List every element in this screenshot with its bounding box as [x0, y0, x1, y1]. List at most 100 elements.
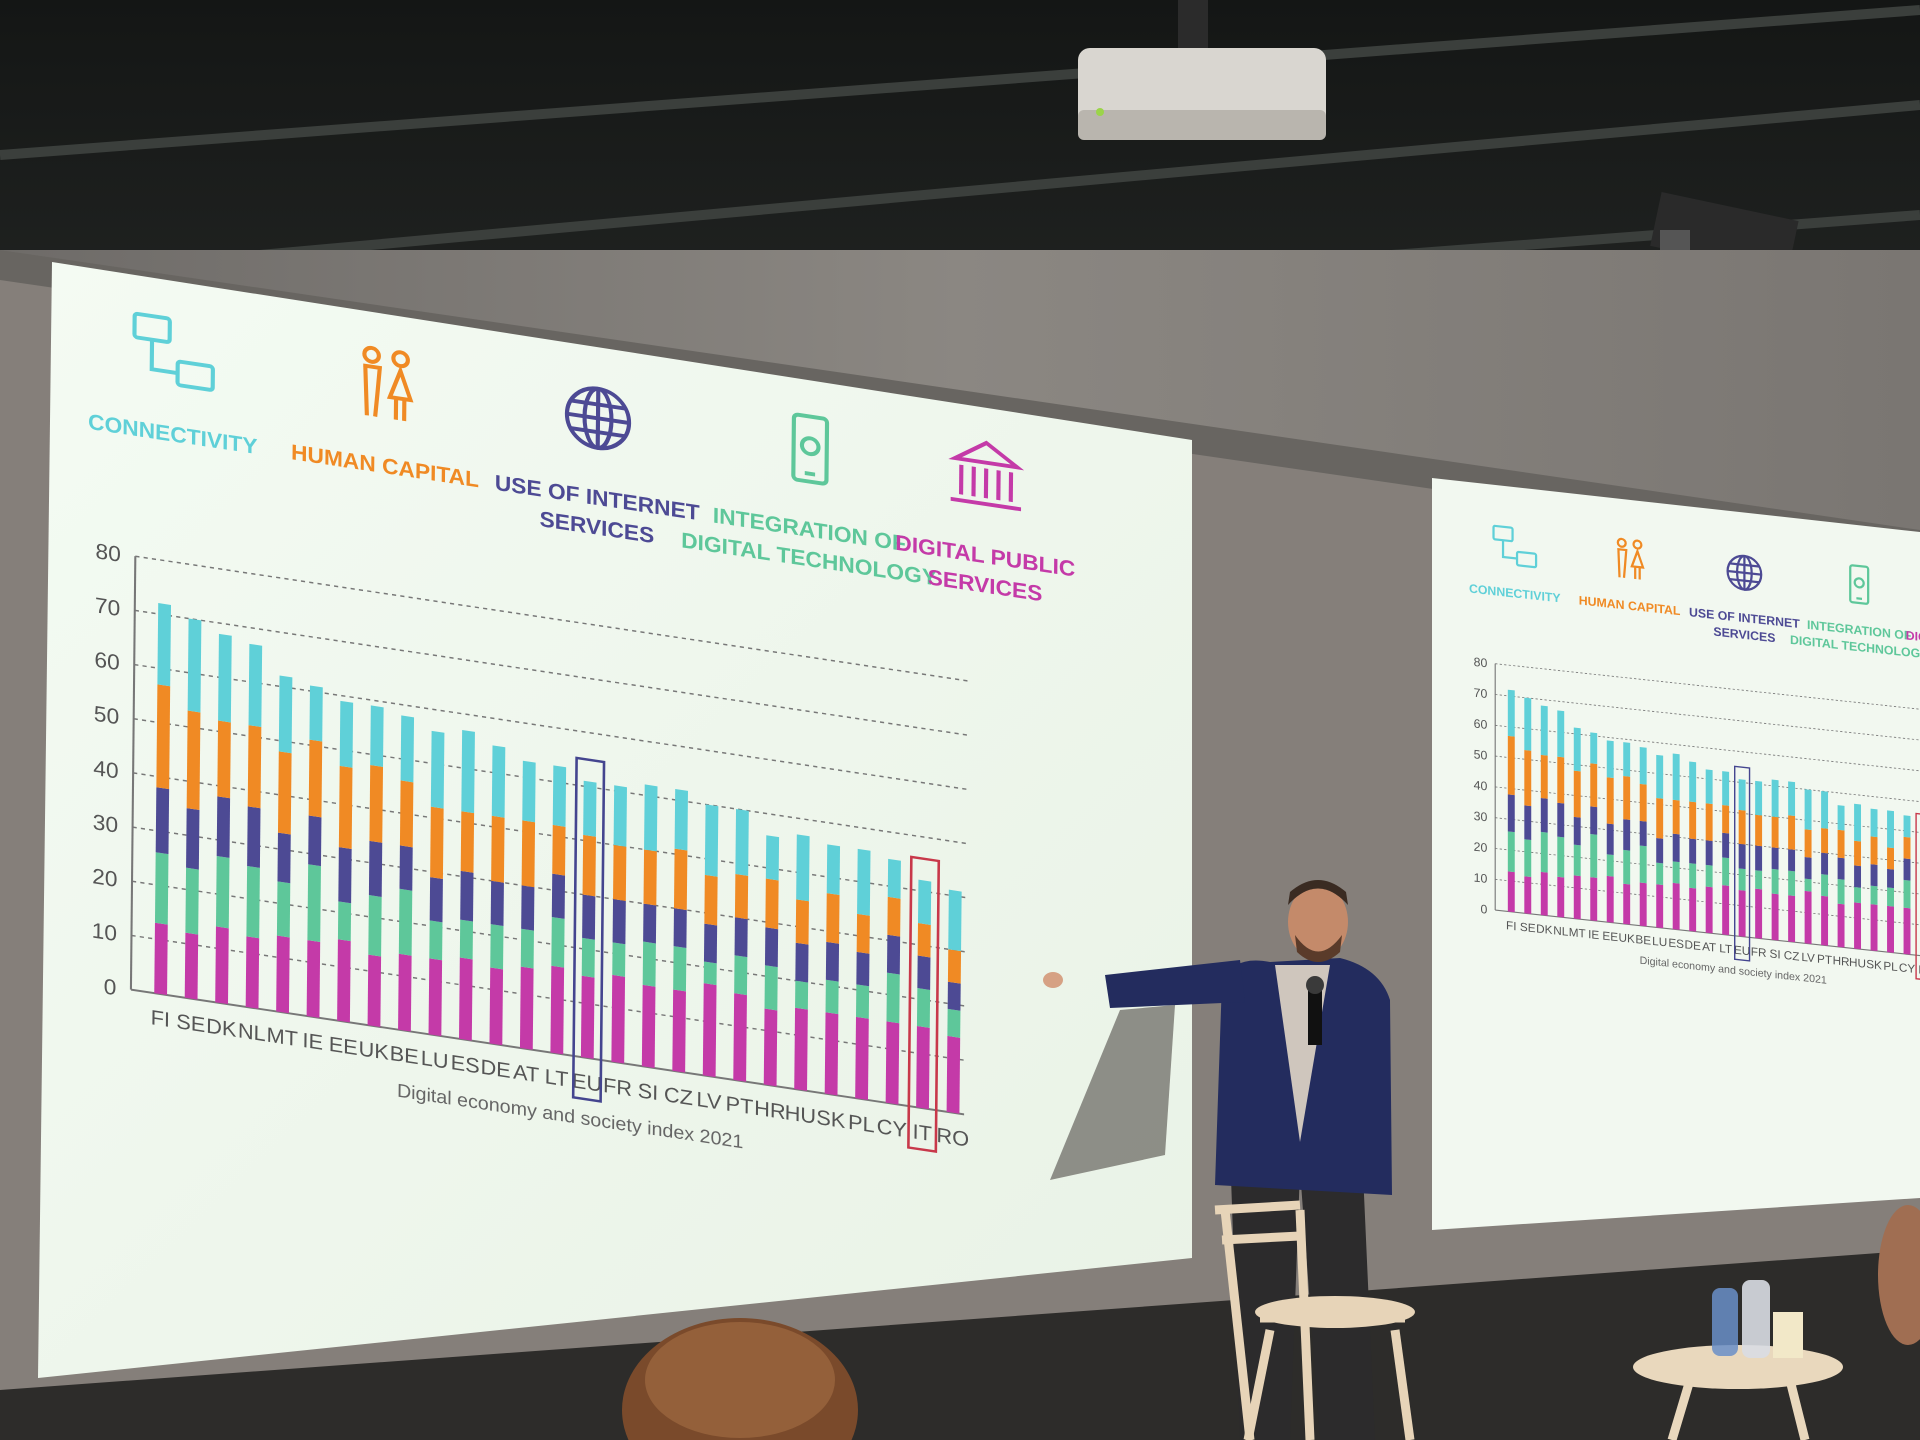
bar-segment-internet-services	[1870, 864, 1878, 887]
bar-segment-human-capital	[1507, 735, 1515, 796]
bar-segment-digital-technology	[185, 867, 199, 935]
bar-segment-connectivity	[400, 715, 415, 783]
x-tick-label: CY	[877, 1114, 907, 1142]
bar-segment-digital-technology	[1738, 868, 1746, 891]
bar-segment-connectivity	[157, 603, 172, 687]
bar-segment-internet-services	[1639, 820, 1647, 847]
bar-segment-internet-services	[825, 941, 840, 982]
bar-segment-digital-technology	[1557, 836, 1565, 878]
bar-segment-connectivity	[1854, 803, 1862, 842]
bar-segment-internet-services	[703, 923, 718, 964]
gridline	[135, 555, 969, 682]
bar-segment-internet-services	[1656, 838, 1664, 864]
bar-segment-connectivity	[857, 848, 871, 916]
x-tick-label: MT	[267, 1023, 299, 1051]
x-tick-label: EU	[572, 1069, 602, 1097]
bar-segment-public-services	[1672, 882, 1680, 930]
highlight-box-it	[1915, 812, 1920, 982]
bar-segment-human-capital	[1689, 801, 1697, 840]
gridline	[134, 663, 968, 791]
bar-segment-digital-technology	[459, 919, 474, 960]
x-tick-label: LT	[1719, 942, 1732, 956]
bar-segment-human-capital	[643, 849, 657, 906]
bar-segment-digital-technology	[307, 864, 321, 943]
y-tick-label: 40	[93, 755, 119, 783]
bar-segment-human-capital	[1540, 754, 1548, 799]
bar-segment-human-capital	[1573, 770, 1581, 818]
x-tick-label: BE	[1635, 933, 1651, 948]
bar-segment-human-capital	[552, 824, 566, 876]
bar-segment-public-services	[824, 1012, 839, 1096]
gridline	[1495, 755, 1920, 805]
globe-icon	[1726, 554, 1763, 591]
chair-seat	[1255, 1296, 1415, 1328]
bar-segment-internet-services	[1557, 802, 1565, 838]
bar-segment-public-services	[702, 983, 717, 1078]
bar-segment-connectivity	[796, 834, 810, 902]
government-building-icon	[948, 440, 1025, 512]
y-tick-label: 30	[1474, 809, 1488, 824]
audience-head	[622, 1318, 858, 1440]
bar-segment-connectivity	[1590, 732, 1598, 764]
bar-segment-internet-services	[247, 806, 261, 868]
bar-segment-public-services	[1804, 890, 1812, 944]
x-tick-label: SE	[1520, 921, 1536, 936]
bar-segment-human-capital	[460, 811, 475, 873]
bar-segment-public-services	[337, 939, 351, 1023]
bar-segment-connectivity	[552, 765, 567, 827]
bar-segment-public-services	[1639, 882, 1647, 927]
x-tick-label: EE	[329, 1032, 358, 1060]
x-tick-label: SI	[1770, 947, 1781, 961]
bar-segment-public-services	[428, 958, 443, 1037]
bar-segment-public-services	[276, 935, 290, 1014]
bar-segment-connectivity	[887, 858, 901, 899]
x-tick-label: SE	[176, 1010, 205, 1038]
highlight-box-eu	[571, 756, 606, 1103]
bar-segment-public-services	[763, 1008, 778, 1087]
bar-segment-connectivity	[1788, 781, 1796, 816]
bar-segment-internet-services	[1887, 868, 1894, 889]
bar-segment-digital-technology	[490, 924, 504, 970]
bar-segment-internet-services	[1771, 847, 1779, 870]
bar-segment-human-capital	[277, 751, 292, 835]
x-tick-label: DK	[206, 1014, 236, 1042]
globe-icon	[564, 386, 632, 451]
bar-segment-digital-technology	[337, 901, 352, 942]
bar-segment-connectivity	[1722, 771, 1730, 806]
bar-segment-human-capital	[795, 899, 809, 945]
bar-segment-digital-technology	[246, 865, 260, 939]
bar-segment-internet-services	[1590, 806, 1598, 835]
bar-segment-connectivity	[826, 844, 841, 895]
bar-segment-internet-services	[886, 934, 901, 975]
bar-segment-human-capital	[156, 684, 171, 790]
y-tick-label: 70	[1474, 686, 1488, 701]
x-tick-label: PL	[848, 1110, 875, 1137]
gridline	[1495, 724, 1920, 775]
bar-segment-human-capital	[1804, 829, 1812, 858]
gridline	[132, 880, 966, 1007]
bar-segment-human-capital	[369, 765, 384, 843]
bar-segment-public-services	[306, 940, 321, 1018]
gridline	[1495, 663, 1920, 713]
bar-segment-public-services	[794, 1007, 808, 1091]
bar-segment-human-capital	[917, 923, 931, 958]
bar-segment-internet-services	[1705, 840, 1713, 866]
bar-segment-human-capital	[247, 725, 262, 809]
bar-segment-digital-technology	[764, 965, 778, 1011]
bar-segment-human-capital	[399, 780, 414, 848]
y-tick-label: 60	[94, 647, 120, 675]
y-tick-label: 50	[94, 701, 120, 729]
x-tick-label: BE	[390, 1042, 419, 1070]
x-tick-label: UK	[1619, 931, 1635, 946]
bar-segment-human-capital	[1672, 799, 1680, 835]
bar-segment-human-capital	[704, 874, 718, 926]
bar-segment-connectivity	[370, 705, 384, 767]
bar-segment-human-capital	[1870, 836, 1878, 865]
bar-segment-digital-technology	[734, 955, 748, 996]
x-tick-label: CY	[1899, 961, 1915, 976]
x-tick-label: AT	[1702, 940, 1716, 954]
presenter-shadow	[1050, 1005, 1175, 1180]
bar-segment-internet-services	[490, 880, 504, 927]
bar-segment-connectivity	[1672, 753, 1680, 801]
x-tick-label: HU	[1849, 956, 1866, 971]
